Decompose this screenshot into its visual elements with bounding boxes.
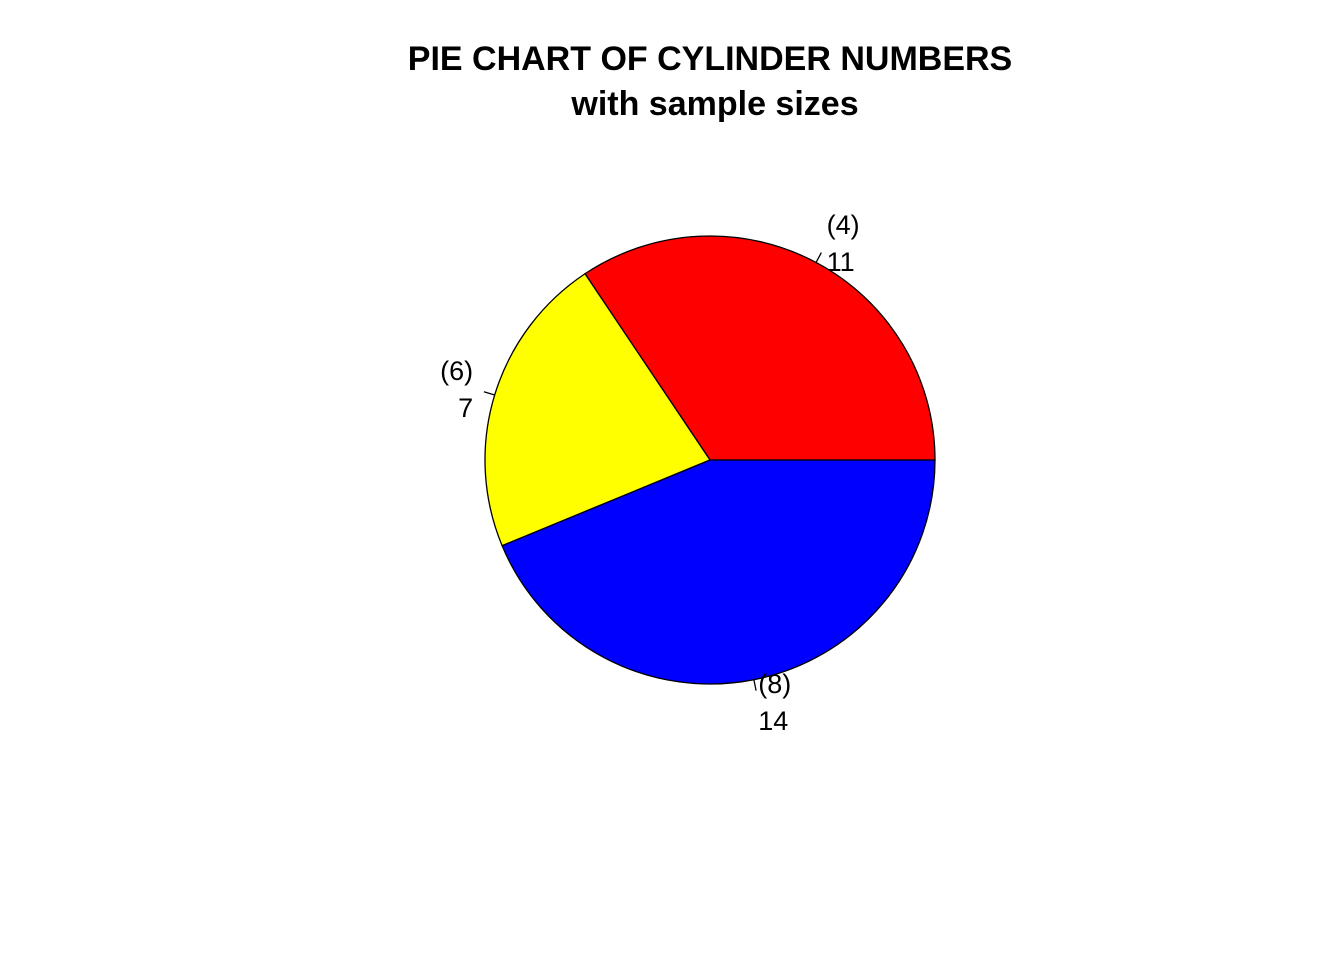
slice-category-label: (4)	[827, 210, 860, 240]
slice-leader-line	[483, 391, 495, 396]
slice-value-label: 7	[458, 393, 473, 423]
slice-value-label: 14	[758, 706, 788, 736]
pie-labels: (4) 11 (6) 7 (8) 14	[440, 210, 860, 736]
slice-leader-line	[753, 679, 757, 691]
chart-title: PIE CHART OF CYLINDER NUMBERS	[408, 40, 1012, 78]
slice-value-label: 11	[827, 247, 855, 277]
slice-category-label: (8)	[758, 669, 791, 699]
pie-slice	[484, 272, 711, 547]
slice-category-label: (6)	[440, 356, 473, 386]
chart-subtitle: with sample sizes	[570, 85, 858, 123]
slice-leader-line	[815, 252, 822, 263]
pie-slice	[501, 459, 936, 685]
pie-slices	[484, 235, 936, 685]
